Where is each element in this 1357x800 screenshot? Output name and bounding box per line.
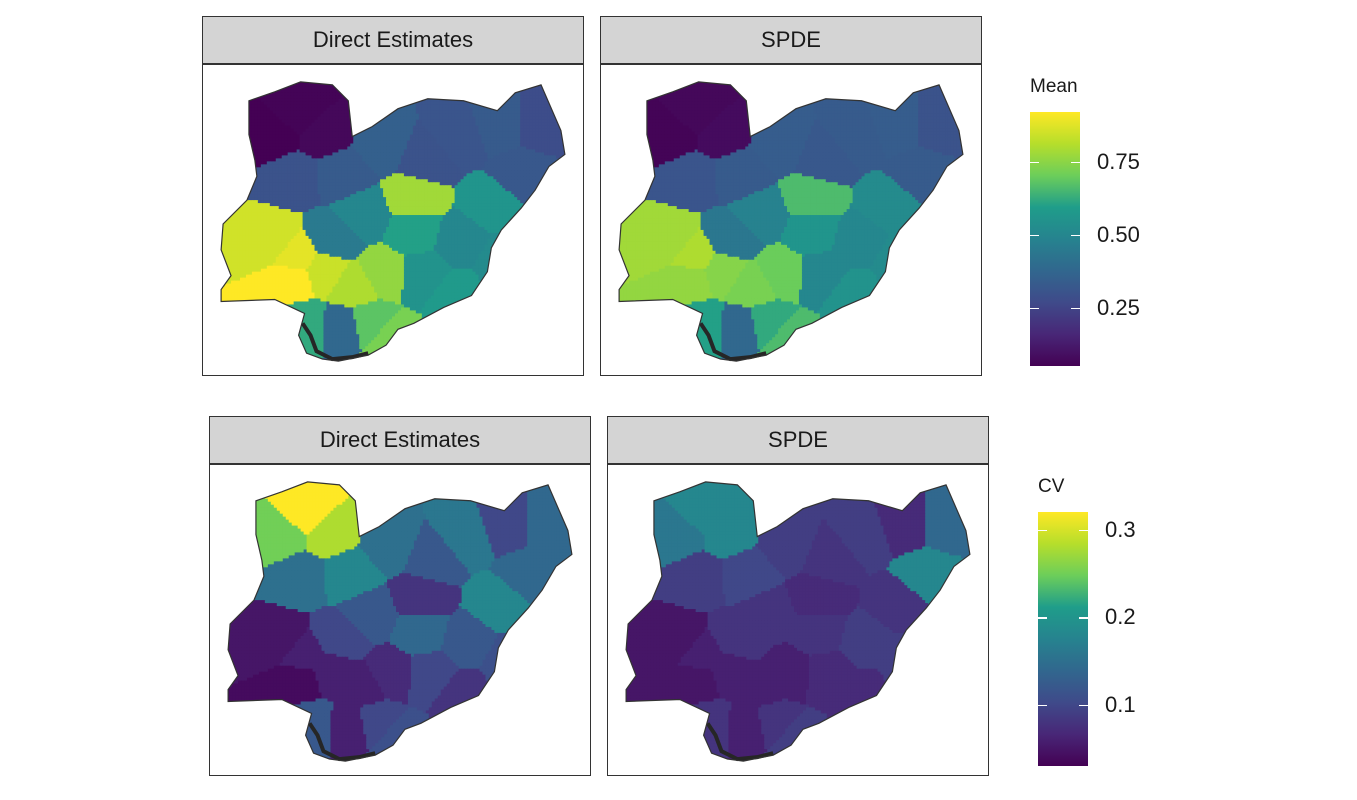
facet-strip-cv-direct: Direct Estimates: [209, 416, 591, 464]
choropleth-map: [625, 481, 971, 762]
colorbar-tick: [1030, 161, 1039, 164]
coastline: [300, 322, 369, 362]
colorbar-tick-label: 0.1: [1105, 693, 1136, 716]
colorbar-tick: [1079, 529, 1088, 532]
map-panel-cv-spde: [607, 464, 989, 776]
legend-title-cv: CV: [1038, 476, 1064, 498]
colorbar-cv: [1038, 512, 1088, 766]
colorbar-tick-label: 0.25: [1097, 296, 1140, 319]
colorbar-tick: [1071, 234, 1080, 237]
colorbar-tick-label: 0.50: [1097, 223, 1140, 246]
colorbar-tick: [1079, 617, 1088, 619]
colorbar-tick: [1071, 307, 1080, 310]
coastline: [307, 722, 376, 762]
colorbar-tick-label: 0.75: [1097, 150, 1140, 173]
map-panel-cv-direct: [209, 464, 591, 776]
colorbar-tick-label: 0.3: [1105, 518, 1136, 541]
map-panel-mean-spde: [600, 64, 982, 376]
colorbar-tick: [1038, 617, 1047, 619]
country-outline: [625, 481, 971, 762]
colorbar-tick: [1079, 704, 1088, 707]
colorbar-tick: [1030, 234, 1039, 237]
colorbar-tick-label: 0.2: [1105, 606, 1136, 628]
colorbar-mean: [1030, 112, 1080, 366]
choropleth-map: [220, 81, 566, 362]
facet-strip-mean-direct: Direct Estimates: [202, 16, 584, 64]
map-panel-mean-direct: [202, 64, 584, 376]
colorbar-tick: [1038, 529, 1047, 532]
colorbar-tick: [1038, 704, 1047, 707]
facet-strip-mean-spde: SPDE: [600, 16, 982, 64]
coastline: [698, 322, 767, 362]
choropleth-map: [618, 81, 964, 362]
country-outline: [227, 481, 573, 762]
country-outline: [220, 81, 566, 362]
colorbar-tick: [1071, 161, 1080, 164]
choropleth-map: [227, 481, 573, 762]
coastline: [705, 722, 774, 762]
country-outline: [618, 81, 964, 362]
facet-strip-cv-spde: SPDE: [607, 416, 989, 464]
colorbar-tick: [1030, 307, 1039, 310]
legend-title-mean: Mean: [1030, 76, 1078, 98]
